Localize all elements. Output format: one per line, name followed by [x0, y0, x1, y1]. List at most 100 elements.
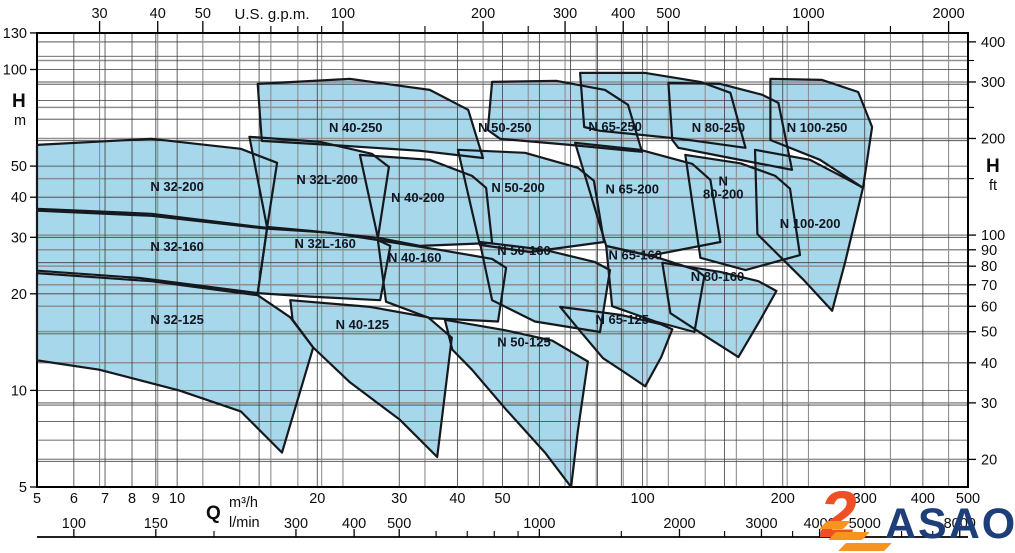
region-label: N 100-250: [787, 120, 848, 135]
region-label: N 80-200: [703, 174, 743, 202]
region-fill: [377, 240, 507, 322]
tick-label-m3h: 5: [33, 491, 41, 507]
region-outline: [684, 153, 802, 272]
region-fill: [257, 228, 391, 301]
tick-label-m3h: 400: [911, 491, 935, 507]
tick-label-lmin: 5000: [849, 516, 881, 532]
region-label: N 32-125: [150, 312, 203, 327]
axis-unit-m3h: m³/h: [229, 495, 258, 511]
tick-label-lmin: 100: [62, 516, 86, 532]
region-fill: [249, 136, 389, 238]
tick-label-top: 200: [471, 6, 495, 22]
tick-label-m3h: 20: [309, 491, 325, 507]
tick-label-m3h: 100: [631, 491, 655, 507]
axis-unit-lmin: l/min: [229, 515, 260, 531]
tick-label-lmin: 8000: [944, 516, 976, 532]
region-label: N 65-125: [595, 312, 648, 327]
region-label: N 80-250: [692, 120, 745, 135]
region-fill: [560, 306, 673, 387]
region-label: N 50-125: [497, 335, 550, 350]
region-outline: [769, 77, 874, 189]
region-label: N 50-200: [491, 180, 544, 195]
tick-label-lmin: 300: [284, 516, 308, 532]
region-outline: [667, 81, 794, 171]
region-outline: [256, 77, 485, 160]
region-outline: [443, 318, 589, 489]
axis-unit-m: m: [14, 113, 26, 129]
region-label: N 32L-200: [296, 172, 357, 187]
region-label: N 65-200: [606, 182, 659, 197]
region-outline: [35, 272, 315, 454]
tick-label-right: 80: [981, 259, 997, 275]
region-outline: [579, 71, 747, 149]
axis-symbol-h-right: H: [986, 156, 1000, 177]
tick-label-top: 1000: [792, 6, 824, 22]
tick-label-left: 10: [11, 383, 27, 399]
region-label: N 50-250: [478, 120, 531, 135]
tick-label-right: 60: [981, 299, 997, 315]
tick-label-top: 50: [195, 6, 211, 22]
region-label: N 100-200: [780, 216, 841, 231]
tick-label-left: 100: [3, 62, 27, 78]
region-label: N 40-250: [329, 120, 382, 135]
region-label: N 65-160: [608, 248, 661, 263]
tick-label-right: 70: [981, 278, 997, 294]
tick-label-left: 20: [11, 287, 27, 303]
region-outline: [358, 153, 494, 247]
tick-label-m3h: 40: [449, 491, 465, 507]
axis-unit-ft: ft: [989, 178, 997, 194]
tick-label-right: 200: [981, 131, 1005, 147]
tick-label-m3h: 30: [391, 491, 407, 507]
tick-label-left: 50: [11, 159, 27, 175]
region-label: N 40-125: [336, 317, 389, 332]
region-outline: [35, 137, 279, 229]
region-label: N 50-160: [497, 243, 550, 258]
tick-label-right: 100: [981, 228, 1005, 244]
tick-label-top: 2000: [932, 6, 964, 22]
tick-label-right: 90: [981, 243, 997, 259]
tick-label-m3h: 300: [853, 491, 877, 507]
tick-label-m3h: 50: [494, 491, 510, 507]
region-fill: [457, 149, 604, 252]
region-outline: [486, 79, 644, 153]
tick-label-lmin: 500: [387, 516, 411, 532]
tick-label-m3h: 500: [956, 491, 980, 507]
region-label: N 32L-160: [294, 236, 355, 251]
axis-symbol-h-left: H: [12, 91, 26, 112]
tick-label-m3h: 9: [152, 491, 160, 507]
tick-label-top: 300: [553, 6, 577, 22]
region-fill: [37, 138, 278, 228]
tick-label-top: 100: [331, 6, 355, 22]
region-label: N 40-200: [391, 190, 444, 205]
region-label: N 32-200: [150, 179, 203, 194]
tick-label-m3h: 6: [70, 491, 78, 507]
region-outline: [605, 244, 706, 334]
axis-unit-gpm: U.S. g.p.m.: [234, 6, 309, 23]
tick-label-top: 30: [91, 6, 107, 22]
tick-label-right: 400: [981, 35, 1005, 51]
region-fill: [575, 142, 721, 256]
region-outline: [478, 240, 612, 334]
region-fill: [37, 210, 267, 294]
brand-logo: 2 ASAO: [815, 477, 1015, 553]
tick-label-left: 5: [19, 480, 27, 496]
region-outline: [559, 305, 674, 388]
tick-label-right: 40: [981, 356, 997, 372]
tick-label-top: 500: [656, 6, 680, 22]
tick-label-left: 30: [11, 230, 27, 246]
region-outline: [753, 148, 865, 312]
region-label: N 32-160: [150, 239, 203, 254]
tick-label-lmin: 150: [144, 516, 168, 532]
tick-label-left: 40: [11, 190, 27, 206]
region-outline: [661, 261, 778, 359]
tick-label-lmin: 400: [342, 516, 366, 532]
tick-label-lmin: 2000: [663, 516, 695, 532]
region-label: N 40-160: [388, 250, 441, 265]
tick-label-lmin: 1000: [523, 516, 555, 532]
region-outline: [289, 299, 453, 459]
tick-label-right: 300: [981, 75, 1005, 91]
region-fill: [668, 82, 792, 170]
logo-stripe-icon: [828, 532, 870, 540]
